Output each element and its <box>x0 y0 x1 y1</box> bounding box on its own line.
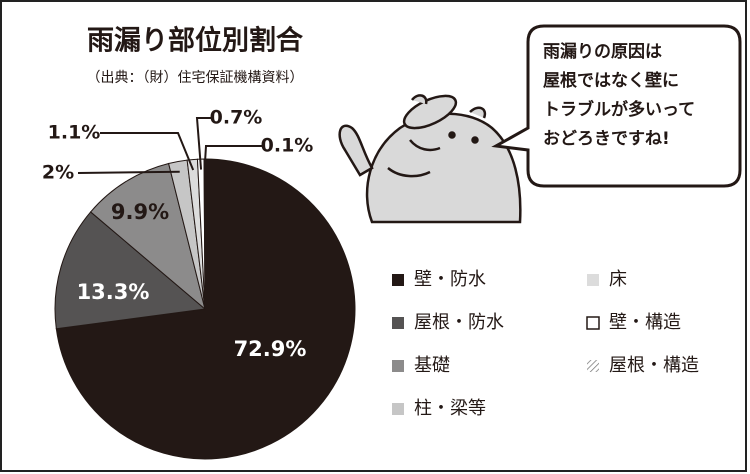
bubble-text: おどろきですね! <box>543 129 670 149</box>
leader-line <box>203 145 264 170</box>
slice-label: 72.9% <box>234 337 307 361</box>
leader-line <box>195 117 212 170</box>
slice-label: 0.1% <box>261 135 314 157</box>
legend-label: 柱・梁等 <box>414 398 486 419</box>
legend-marker <box>587 274 599 286</box>
leader-line <box>100 132 195 171</box>
legend-marker <box>587 360 599 372</box>
chart-title: 雨漏り部位別割合 <box>87 25 303 57</box>
bubble-text: トラブルが多いって <box>543 99 695 120</box>
legend-label: 床 <box>609 269 627 290</box>
legend-label: 屋根・構造 <box>609 355 699 376</box>
bubble-text: 屋根ではなく壁に <box>543 70 679 91</box>
slice-label: 0.7% <box>210 107 263 129</box>
legend-marker <box>392 360 404 372</box>
legend-marker <box>392 403 404 415</box>
bear-illustration <box>338 94 522 224</box>
legend-label: 基礎 <box>414 355 450 376</box>
leader-line <box>77 170 180 174</box>
slice-label: 2% <box>42 162 74 184</box>
pie-slice <box>54 211 207 330</box>
legend-label: 壁・構造 <box>609 312 681 333</box>
legend-marker <box>392 317 404 329</box>
legend-marker <box>586 316 600 330</box>
slice-label: 13.3% <box>77 280 150 304</box>
legend-marker <box>392 274 404 286</box>
slice-label: 9.9% <box>111 200 169 224</box>
slice-label: 1.1% <box>48 122 101 144</box>
chart-subtitle: （出典：（財）住宅保証機構資料） <box>87 70 304 86</box>
legend-label: 屋根・防水 <box>414 312 504 333</box>
pie-slice <box>89 162 206 311</box>
speech-bubble <box>491 24 742 188</box>
legend-label: 壁・防水 <box>414 269 486 290</box>
bubble-text: 雨漏りの原因は <box>543 42 662 62</box>
